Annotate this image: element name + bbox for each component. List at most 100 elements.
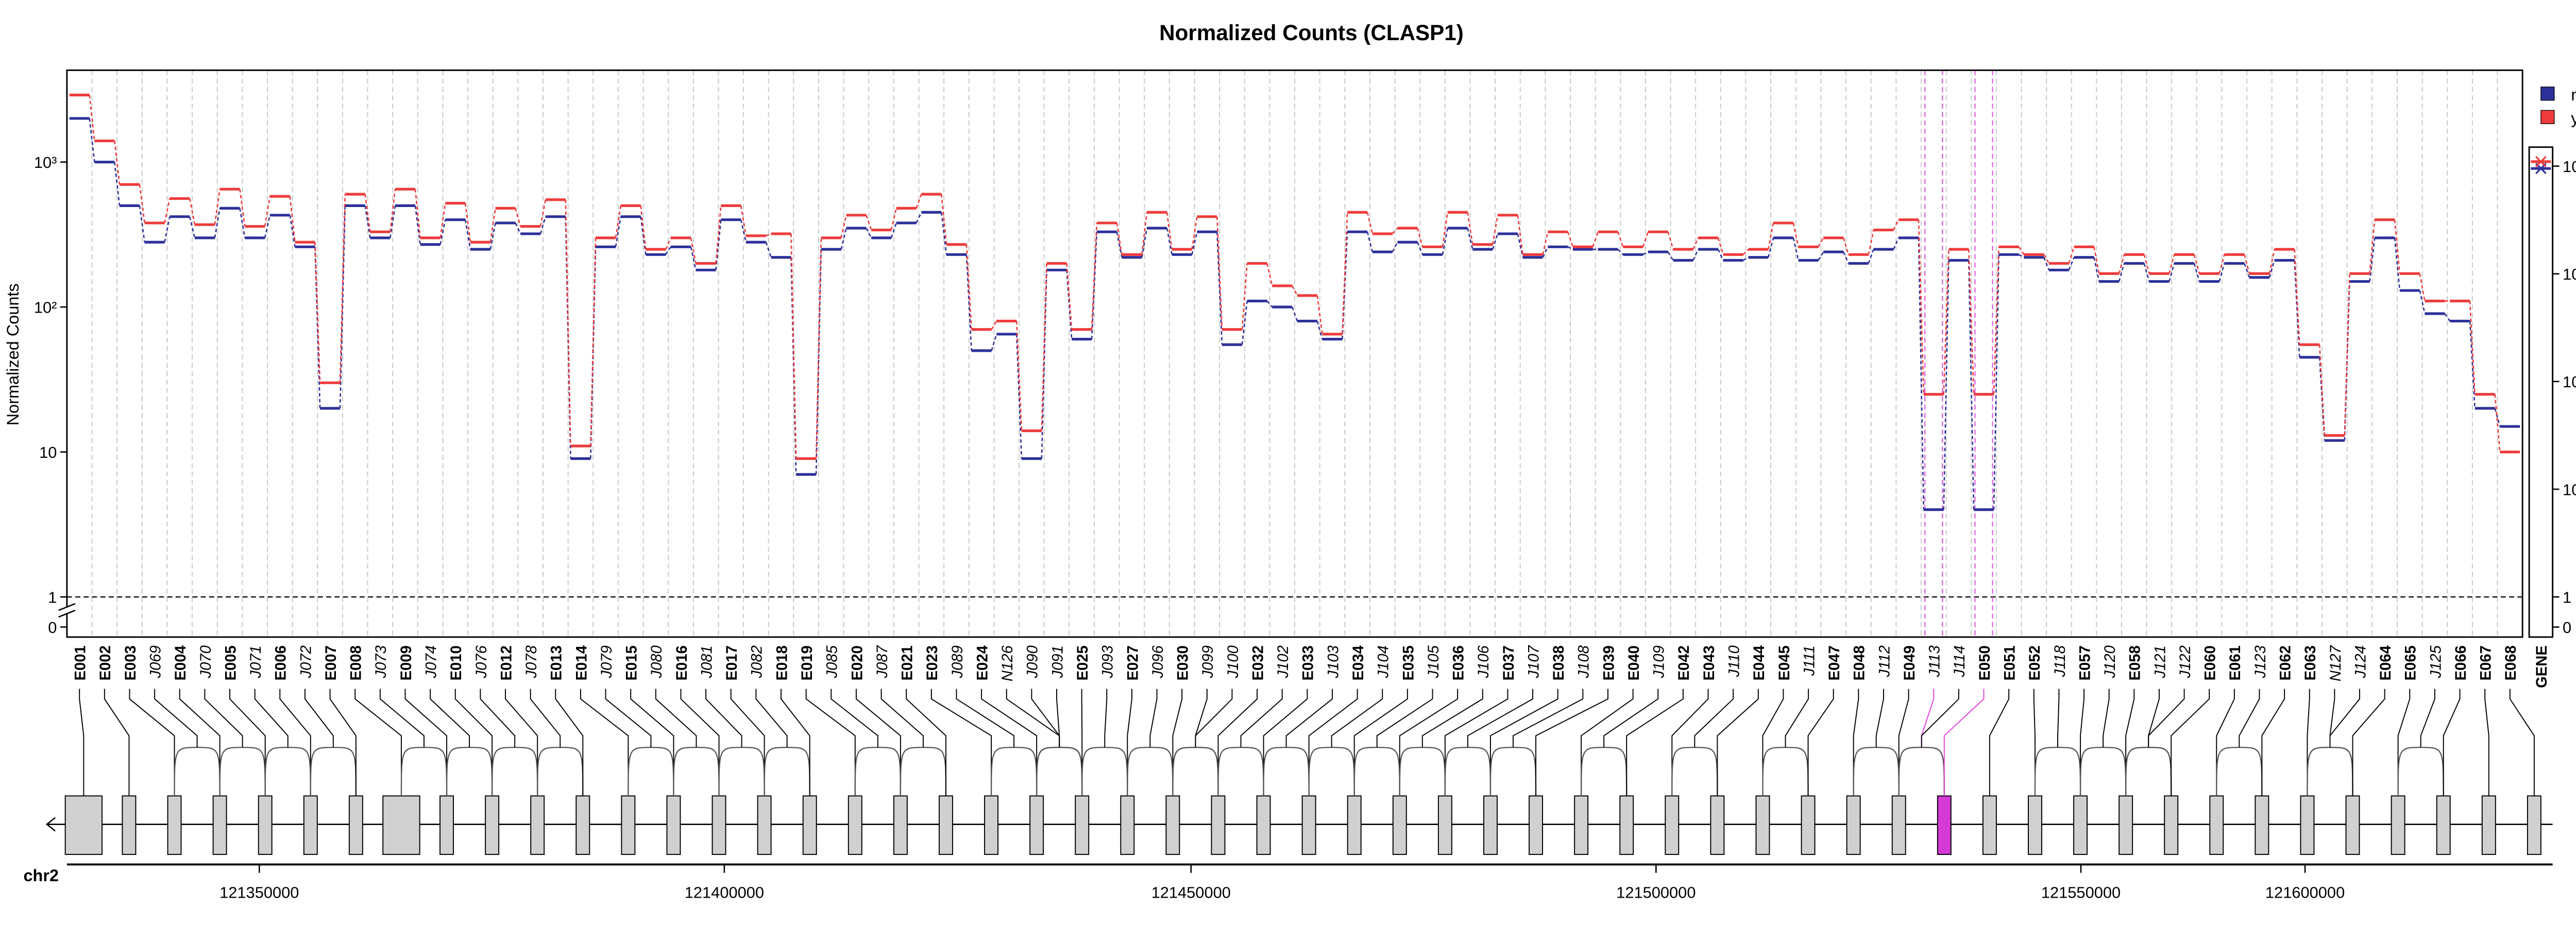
x-tick-label: J104 bbox=[1376, 645, 1392, 678]
step-connector bbox=[2218, 263, 2225, 282]
exon-box bbox=[2345, 795, 2360, 855]
step-connector bbox=[1241, 263, 1248, 330]
x-tick-label: E030 bbox=[1175, 645, 1192, 680]
x-tick-label: E044 bbox=[1751, 645, 1768, 681]
step-connector bbox=[866, 215, 872, 230]
step-connector bbox=[2419, 273, 2426, 301]
step-connector bbox=[1642, 251, 1649, 255]
x-tick-label: J107 bbox=[1526, 645, 1542, 679]
x-tick-label: E003 bbox=[123, 645, 139, 680]
y2-tick-label: 10 bbox=[2563, 480, 2576, 499]
feature-connector bbox=[1626, 689, 1684, 796]
plot-frame bbox=[66, 69, 2523, 638]
step-connector bbox=[2394, 219, 2401, 274]
step-connector bbox=[1842, 251, 1850, 264]
x-tick-label: E002 bbox=[97, 645, 114, 680]
exon-box bbox=[1347, 795, 1362, 855]
gene-frame bbox=[2528, 146, 2554, 638]
y2-tick-label: 0 bbox=[2563, 619, 2571, 637]
x-tick-label: J102 bbox=[1275, 645, 1292, 678]
step-connector bbox=[1692, 237, 1699, 250]
step-connector bbox=[1015, 321, 1023, 431]
step-connector bbox=[2168, 254, 2175, 274]
step-connector bbox=[1166, 212, 1173, 250]
x-tick-label: J121 bbox=[2152, 645, 2168, 678]
step-connector bbox=[2294, 249, 2300, 345]
step-connector bbox=[339, 194, 346, 383]
step-connector bbox=[940, 212, 947, 255]
step-connector bbox=[2268, 260, 2275, 278]
step-connector bbox=[1015, 334, 1023, 459]
step-connector bbox=[239, 208, 246, 238]
step-connector bbox=[1467, 228, 1473, 250]
genome-tick-label: 121500000 bbox=[1616, 884, 1696, 902]
x-tick-label: E019 bbox=[799, 645, 816, 680]
x-tick-label: E051 bbox=[2002, 645, 2018, 680]
x-tick-label: J089 bbox=[950, 645, 966, 678]
step-connector bbox=[765, 242, 772, 258]
step-connector bbox=[1692, 249, 1699, 261]
exon-box bbox=[1437, 795, 1452, 855]
x-tick-label: E065 bbox=[2403, 645, 2419, 680]
x-tick-label: E049 bbox=[1902, 645, 1918, 680]
x-tick-label: E020 bbox=[849, 645, 866, 680]
step-connector bbox=[2118, 254, 2125, 274]
exon-box bbox=[1301, 795, 1316, 855]
step-connector bbox=[1818, 251, 1824, 261]
feature-connector bbox=[379, 689, 425, 748]
x-tick-label: E052 bbox=[2027, 645, 2043, 680]
step-connector bbox=[414, 205, 421, 245]
exon-box bbox=[2481, 795, 2496, 855]
y-axis-label: Normalized Counts bbox=[4, 283, 22, 425]
feature-connector bbox=[1104, 689, 1108, 748]
feature-connector bbox=[1717, 689, 1759, 796]
exon-box bbox=[1483, 795, 1498, 855]
exon-box bbox=[1211, 795, 1226, 855]
step-connector bbox=[1818, 237, 1824, 247]
step-connector bbox=[2093, 257, 2100, 282]
step-connector bbox=[464, 219, 471, 250]
feature-connector bbox=[705, 689, 742, 748]
feature-connector bbox=[2239, 689, 2260, 748]
step-connector bbox=[1091, 222, 1098, 330]
exon-box bbox=[1801, 795, 1816, 855]
genome-tick-label: 121350000 bbox=[219, 884, 299, 902]
step-connector bbox=[1717, 237, 1724, 255]
x-tick-label: E042 bbox=[1676, 645, 1692, 680]
chromosome-label: chr2 bbox=[24, 866, 59, 885]
feature-connector bbox=[831, 689, 878, 748]
step-connector bbox=[2118, 263, 2125, 282]
feature-connector bbox=[1807, 689, 1834, 796]
x-tick-label: J091 bbox=[1049, 645, 1066, 678]
y-tick-label: 10 bbox=[39, 443, 57, 461]
step-connector bbox=[1792, 222, 1799, 247]
step-connector bbox=[890, 222, 897, 238]
feature-connector bbox=[1785, 689, 1809, 748]
step-connector bbox=[1542, 231, 1549, 255]
x-tick-label: J070 bbox=[198, 645, 214, 678]
step-connector bbox=[2394, 237, 2401, 291]
step-connector bbox=[1792, 237, 1799, 261]
x-tick-label: E036 bbox=[1451, 645, 1467, 680]
x-tick-label: E007 bbox=[323, 645, 340, 680]
y-tick-label: 10³ bbox=[34, 153, 57, 171]
feature-connector bbox=[1285, 689, 1333, 748]
x-tick-label: J082 bbox=[749, 645, 766, 678]
exon-box bbox=[2527, 795, 2541, 855]
strand-arrow-head bbox=[45, 817, 56, 832]
feature-connector bbox=[2352, 689, 2385, 796]
exon-box bbox=[1665, 795, 1680, 855]
feature-connector bbox=[329, 689, 357, 796]
exon-box bbox=[666, 795, 681, 855]
x-tick-label: E005 bbox=[223, 645, 239, 680]
x-tick-label: J125 bbox=[2428, 645, 2444, 679]
step-connector bbox=[1442, 228, 1448, 255]
x-tick-label: J087 bbox=[874, 645, 891, 679]
x-tick-label: E043 bbox=[1701, 645, 1718, 680]
exon-box bbox=[621, 795, 636, 855]
feature-connector bbox=[605, 689, 652, 748]
step-connector bbox=[916, 194, 922, 209]
step-connector bbox=[489, 222, 496, 250]
exon-box bbox=[984, 795, 999, 855]
x-tick-label: E064 bbox=[2378, 645, 2394, 681]
